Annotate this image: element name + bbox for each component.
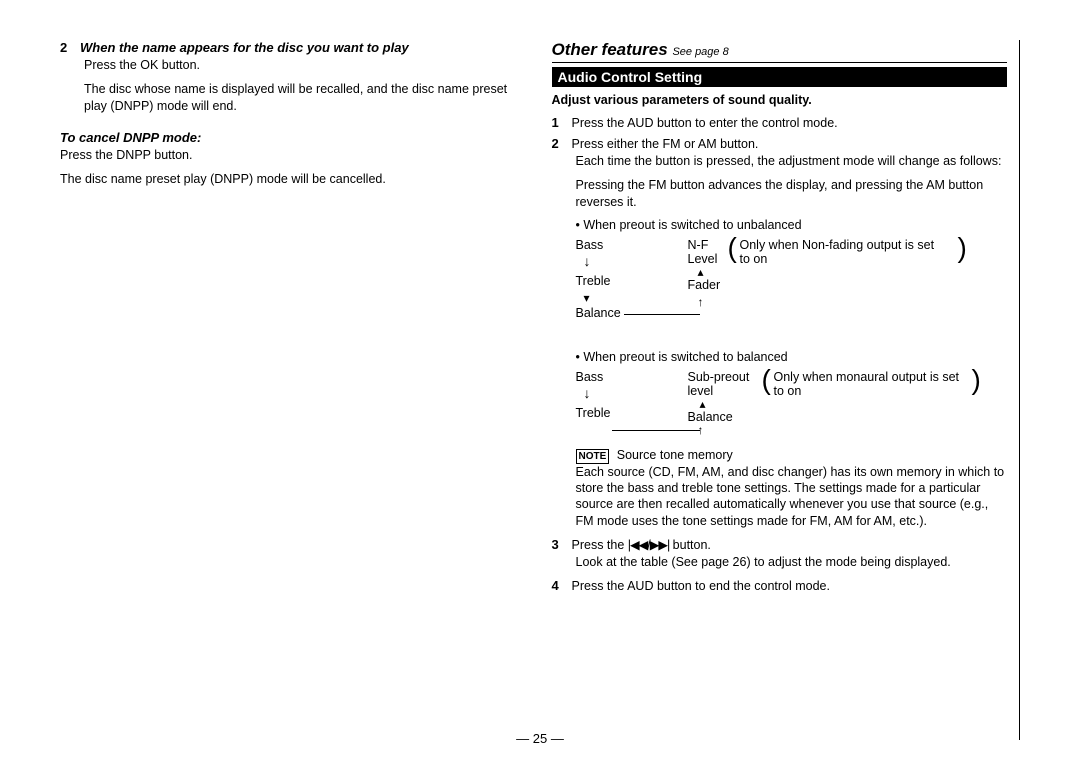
step-3: 3 Press the |◀◀/▶▶| button. bbox=[552, 537, 1008, 552]
d1-condition: Only when Non-fading output is set to on bbox=[740, 238, 945, 266]
step-4-text: Press the AUD button to end the control … bbox=[572, 579, 830, 593]
cancel-line2: The disc name preset play (DNPP) mode wi… bbox=[60, 171, 516, 187]
d2-sub: Sub-preout bbox=[688, 370, 750, 384]
step-2-header: 2 When the name appears for the disc you… bbox=[60, 40, 516, 55]
arrow-down-icon: ↓ bbox=[584, 254, 591, 268]
d1-level: Level bbox=[688, 252, 718, 266]
step-2-line2: The disc whose name is displayed will be… bbox=[84, 81, 516, 114]
arrow-up-icon: ▴ bbox=[698, 266, 704, 278]
d1-treble: Treble bbox=[576, 274, 611, 288]
prev-next-icon: |◀◀/▶▶| bbox=[628, 537, 669, 552]
d2-treble: Treble bbox=[576, 406, 611, 420]
major-title-ref: See page 8 bbox=[672, 46, 728, 58]
arrow-up-icon: ▴ bbox=[700, 398, 706, 410]
step-number: 3 bbox=[552, 537, 564, 552]
step-2-body2: Pressing the FM button advances the disp… bbox=[576, 177, 1008, 210]
note-body: Each source (CD, FM, AM, and disc change… bbox=[576, 464, 1008, 529]
section-desc: Adjust various parameters of sound quali… bbox=[552, 93, 1008, 107]
audio-control-title: Audio Control Setting bbox=[552, 67, 1008, 87]
step-2-body1: Each time the button is pressed, the adj… bbox=[576, 153, 1008, 169]
step-number: 1 bbox=[552, 115, 564, 130]
step-2-line1: Press the OK button. bbox=[84, 57, 516, 73]
d2-balance: Balance bbox=[688, 410, 733, 424]
paren-left: ( bbox=[728, 234, 737, 262]
step-3-body: Look at the table (See page 26) to adjus… bbox=[576, 554, 1008, 570]
left-column: 2 When the name appears for the disc you… bbox=[60, 40, 516, 740]
d2-bass: Bass bbox=[576, 370, 604, 384]
s3-pre: Press the bbox=[572, 538, 628, 552]
right-column: Other features See page 8 Audio Control … bbox=[552, 40, 1021, 740]
paren-right: ) bbox=[972, 366, 981, 394]
cancel-dnpp-heading: To cancel DNPP mode: bbox=[60, 130, 516, 145]
cancel-line1: Press the DNPP button. bbox=[60, 147, 516, 163]
arrow-up-icon: ↑ bbox=[698, 296, 704, 308]
paren-right: ) bbox=[958, 234, 967, 262]
step-number: 4 bbox=[552, 578, 564, 593]
note-heading: NOTE Source tone memory bbox=[576, 448, 1008, 464]
step-number: 2 bbox=[60, 40, 72, 55]
d2-condition: Only when monaural output is set to on bbox=[774, 370, 964, 398]
paren-left: ( bbox=[762, 366, 771, 394]
step-3-text: Press the |◀◀/▶▶| button. bbox=[572, 537, 711, 552]
step-2-text: Press either the FM or AM button. bbox=[572, 137, 759, 151]
page-number: — 25 — bbox=[0, 731, 1080, 746]
d1-bass: Bass bbox=[576, 238, 604, 252]
other-features-title: Other features See page 8 bbox=[552, 40, 1008, 63]
d1-balance: Balance bbox=[576, 306, 621, 320]
step-4: 4 Press the AUD button to end the contro… bbox=[552, 578, 1008, 593]
step-1-text: Press the AUD button to enter the contro… bbox=[572, 116, 838, 130]
diagram-unbalanced: Bass ↓ Treble ▾ Balance N-F Level ▴ Fade… bbox=[576, 234, 1008, 344]
d1-fader: Fader bbox=[688, 278, 721, 292]
step-number: 2 bbox=[552, 136, 564, 151]
connector-line bbox=[612, 430, 700, 431]
diagram-balanced: Bass ↓ Treble Sub-preout level ▴ Balance… bbox=[576, 366, 1008, 436]
s3-post: button. bbox=[669, 538, 711, 552]
connector-line bbox=[624, 314, 700, 315]
arrow-down-icon: ↓ bbox=[584, 386, 591, 400]
preout-unbalanced-label: • When preout is switched to unbalanced bbox=[576, 218, 1008, 232]
note-title: Source tone memory bbox=[617, 448, 733, 462]
arrow-down-icon: ▾ bbox=[584, 292, 590, 304]
note-box-label: NOTE bbox=[576, 449, 610, 464]
step-heading: When the name appears for the disc you w… bbox=[80, 40, 409, 55]
d1-nf: N-F bbox=[688, 238, 709, 252]
step-1: 1 Press the AUD button to enter the cont… bbox=[552, 115, 1008, 130]
preout-balanced-label: • When preout is switched to balanced bbox=[576, 350, 1008, 364]
major-title-text: Other features bbox=[552, 40, 668, 59]
step-2: 2 Press either the FM or AM button. bbox=[552, 136, 1008, 151]
d2-level: level bbox=[688, 384, 714, 398]
